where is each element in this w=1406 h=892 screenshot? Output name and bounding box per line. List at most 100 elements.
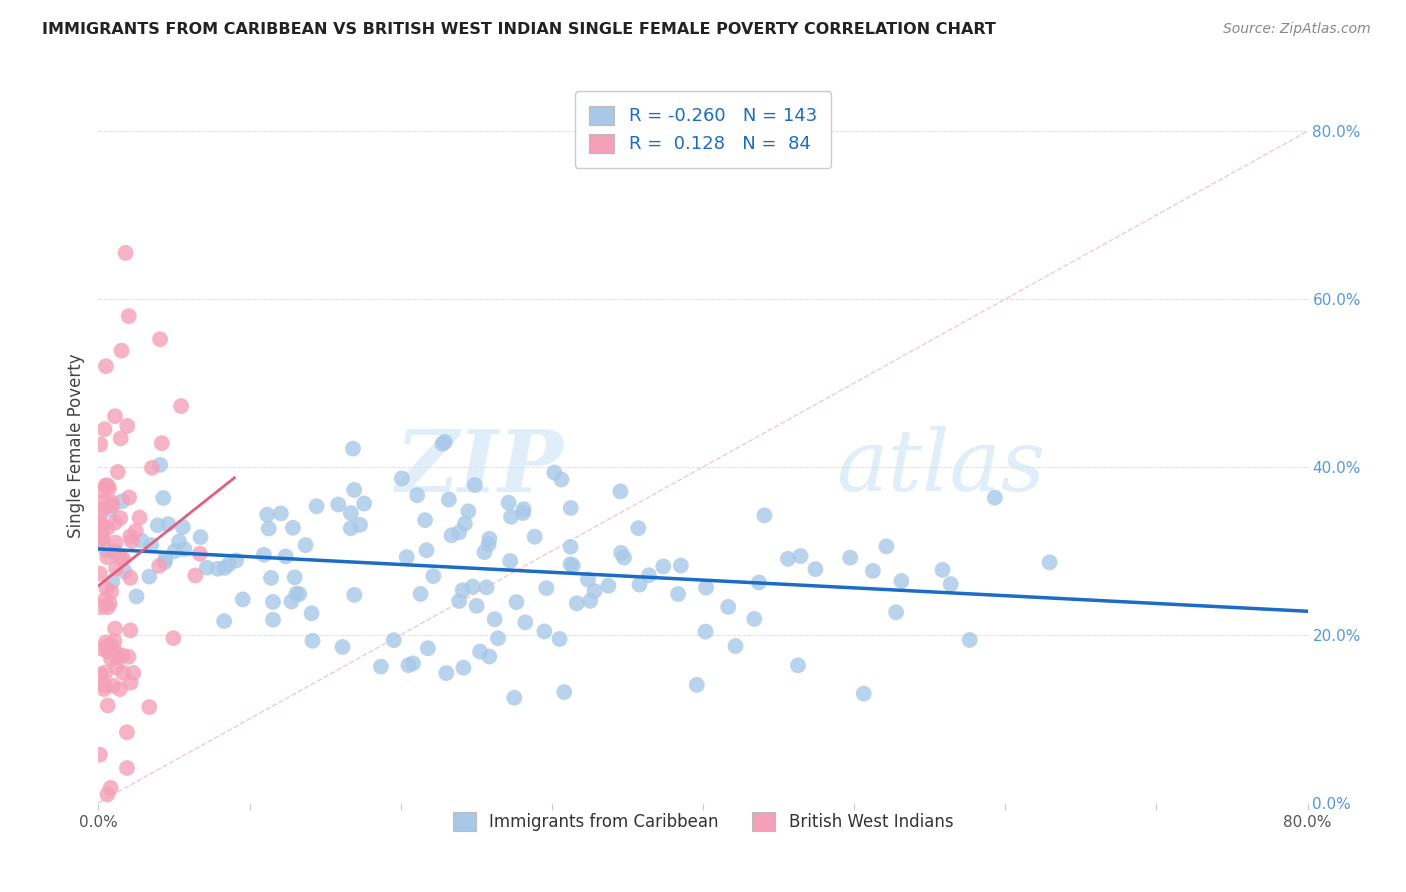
Point — [984, 491, 1007, 505]
Point — [89, 508, 111, 522]
Point — [152, 491, 174, 505]
Point — [474, 545, 496, 559]
Point — [284, 570, 307, 584]
Point — [402, 657, 425, 671]
Point — [104, 622, 127, 636]
Point — [107, 465, 129, 479]
Point — [90, 533, 112, 547]
Point — [108, 682, 131, 697]
Point — [340, 521, 363, 535]
Point — [382, 633, 405, 648]
Point — [406, 488, 429, 502]
Point — [150, 436, 173, 450]
Point — [120, 529, 142, 543]
Point — [332, 640, 354, 654]
Text: Source: ZipAtlas.com: Source: ZipAtlas.com — [1223, 22, 1371, 37]
Point — [167, 534, 190, 549]
Point — [717, 599, 740, 614]
Point — [391, 471, 413, 485]
Point — [138, 569, 160, 583]
Point — [104, 535, 127, 549]
Point — [931, 563, 953, 577]
Point — [93, 422, 115, 436]
Point — [97, 600, 120, 615]
Point — [548, 632, 571, 646]
Point — [100, 652, 122, 666]
Point — [110, 511, 132, 525]
Point — [342, 442, 364, 456]
Point — [97, 698, 120, 713]
Point — [91, 532, 114, 546]
Point — [155, 551, 177, 566]
Point — [101, 679, 124, 693]
Point — [96, 788, 118, 802]
Point — [90, 600, 112, 615]
Point — [613, 550, 636, 565]
Text: ZIP: ZIP — [396, 425, 564, 509]
Point — [852, 687, 875, 701]
Point — [301, 633, 323, 648]
Point — [184, 568, 207, 582]
Point — [294, 538, 316, 552]
Point — [91, 525, 114, 540]
Text: IMMIGRANTS FROM CARIBBEAN VS BRITISH WEST INDIAN SINGLE FEMALE POVERTY CORRELATI: IMMIGRANTS FROM CARIBBEAN VS BRITISH WES… — [42, 22, 995, 37]
Point — [148, 559, 170, 574]
Point — [112, 552, 135, 566]
Point — [253, 548, 276, 562]
Point — [115, 761, 138, 775]
Point — [454, 516, 477, 531]
Point — [141, 460, 163, 475]
Point — [890, 574, 912, 588]
Point — [349, 517, 371, 532]
Point — [190, 530, 212, 544]
Point — [370, 659, 392, 673]
Point — [131, 533, 153, 548]
Point — [225, 553, 247, 567]
Point — [609, 484, 631, 499]
Point — [256, 508, 278, 522]
Point — [214, 561, 236, 575]
Point — [173, 541, 195, 556]
Point — [449, 525, 471, 540]
Point — [598, 579, 620, 593]
Point — [96, 640, 118, 654]
Point — [959, 632, 981, 647]
Point — [107, 650, 129, 665]
Point — [413, 513, 436, 527]
Point — [742, 612, 765, 626]
Point — [262, 595, 284, 609]
Point — [465, 599, 488, 613]
Point — [432, 436, 454, 450]
Point — [117, 649, 139, 664]
Point — [451, 583, 474, 598]
Point — [533, 624, 555, 639]
Point — [437, 492, 460, 507]
Point — [638, 568, 661, 582]
Point — [94, 478, 117, 492]
Point — [343, 483, 366, 497]
Point — [115, 725, 138, 739]
Point — [270, 506, 292, 520]
Point — [353, 496, 375, 510]
Point — [499, 509, 522, 524]
Point — [146, 518, 169, 533]
Point — [478, 532, 501, 546]
Point — [100, 638, 122, 652]
Point — [89, 517, 111, 532]
Point — [195, 560, 218, 574]
Point — [153, 555, 176, 569]
Point — [505, 595, 527, 609]
Point — [93, 678, 115, 692]
Point — [669, 558, 692, 573]
Point — [90, 516, 112, 531]
Point — [104, 562, 127, 576]
Point — [149, 458, 172, 472]
Point — [138, 700, 160, 714]
Point — [787, 658, 810, 673]
Point — [498, 496, 520, 510]
Point — [163, 544, 186, 558]
Point — [93, 494, 115, 508]
Point — [157, 517, 180, 532]
Point — [114, 246, 136, 260]
Point — [93, 500, 115, 515]
